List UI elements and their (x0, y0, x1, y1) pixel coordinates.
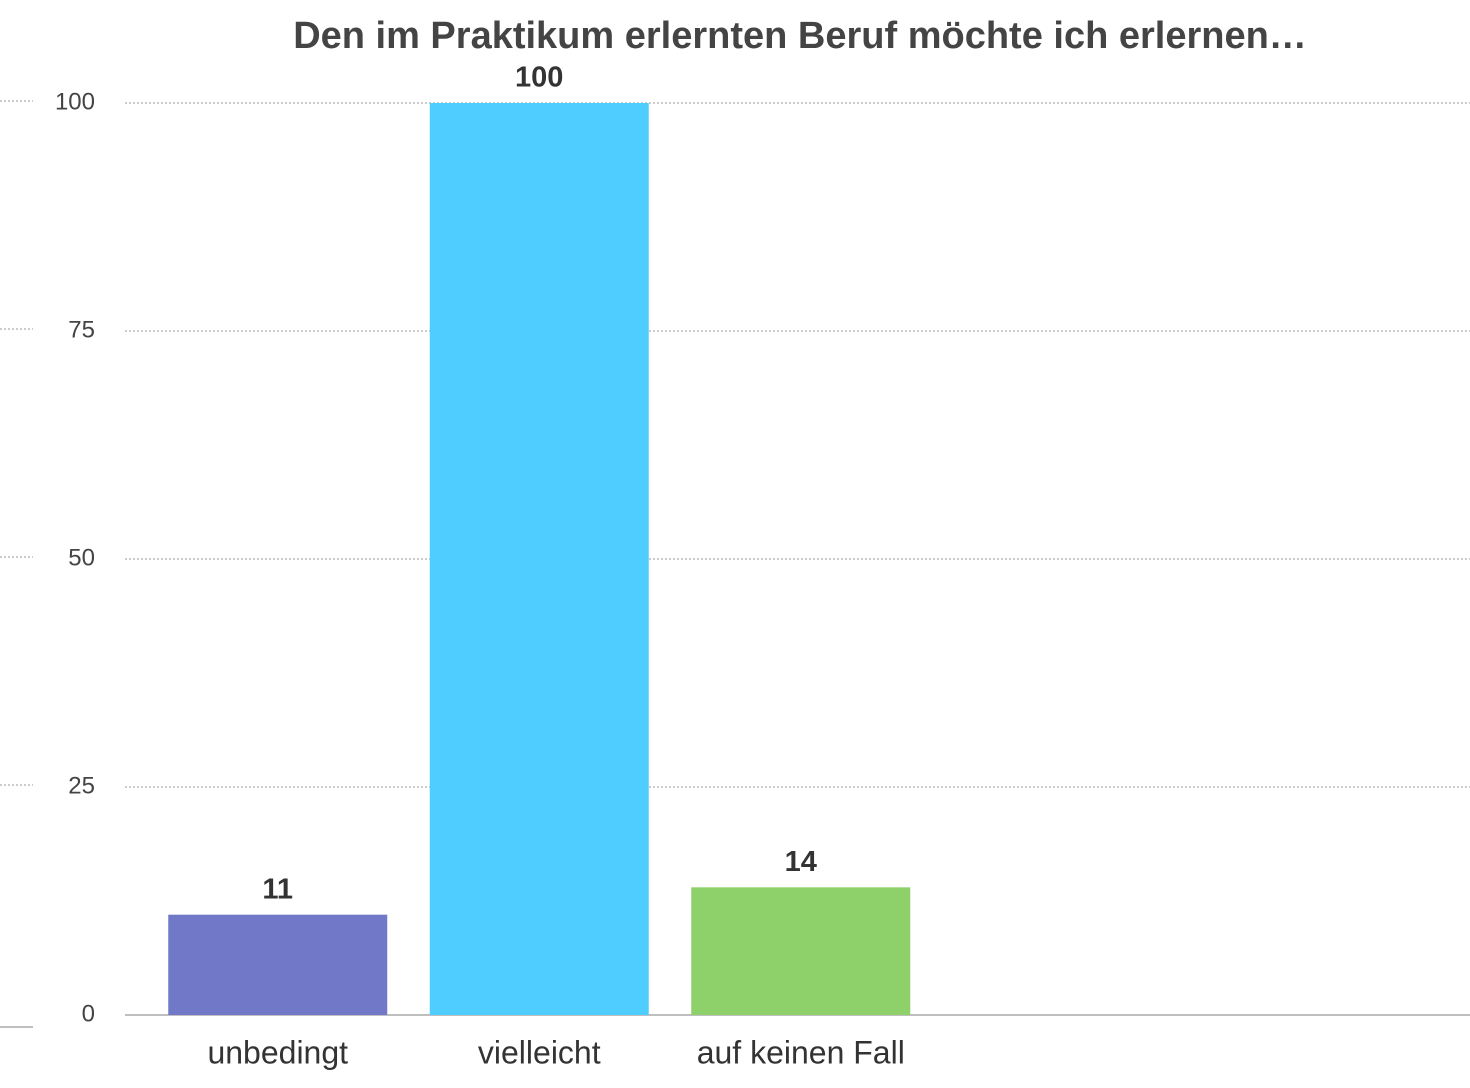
x-tick-label: vielleicht (478, 1034, 601, 1070)
y-tick-label: 0 (82, 1000, 95, 1027)
y-tick-label: 50 (68, 544, 95, 571)
y-tick-label: 100 (55, 88, 95, 115)
value-label: 14 (785, 846, 817, 878)
x-tick-label: auf keinen Fall (697, 1034, 905, 1070)
x-tick-label: unbedingt (207, 1034, 348, 1070)
bar (429, 103, 649, 1015)
y-tick-label: 25 (68, 772, 95, 799)
y-tick-label: 75 (68, 316, 95, 343)
bar (168, 914, 388, 1015)
bar (691, 887, 911, 1015)
value-label: 11 (262, 873, 293, 905)
chart-title: Den im Praktikum erlernten Beruf möchte … (293, 15, 1307, 57)
value-label: 100 (515, 62, 563, 94)
